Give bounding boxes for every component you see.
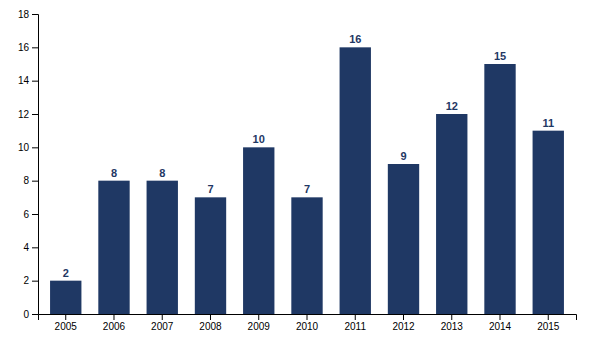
data-label: 7	[207, 183, 213, 195]
tick-label: 12	[18, 109, 30, 120]
bar	[195, 197, 226, 314]
tick-mark	[32, 214, 38, 215]
tick: 18	[18, 9, 38, 20]
bar	[291, 197, 322, 314]
tick-label: 2	[23, 275, 29, 286]
tick-label: 18	[18, 9, 30, 20]
y-axis: 0 2 4 6 8 10 12 14 16 18	[18, 9, 39, 320]
data-label: 7	[304, 183, 310, 195]
tick: 8	[23, 175, 38, 186]
bars	[50, 47, 564, 314]
tick-mark	[32, 314, 38, 315]
tick: 2009	[248, 314, 271, 332]
tick: 2015	[537, 314, 560, 332]
tick-label: 2010	[296, 321, 319, 332]
bar	[243, 147, 274, 314]
tick: 14	[18, 75, 38, 86]
tick-label: 2008	[199, 321, 222, 332]
x-axis: 2005 2006 2007 2008 2009 2010 2011 2012 2013 2014…	[39, 314, 577, 332]
tick: 4	[23, 242, 38, 253]
tick-label: 2007	[151, 321, 174, 332]
plot-area: 0246810121416182005200620072008200920102…	[18, 9, 577, 332]
tick-mark	[355, 314, 356, 320]
tick-label: 2009	[248, 321, 271, 332]
tick-label: 8	[23, 175, 29, 186]
tick-label: 0	[23, 309, 29, 320]
data-label: 2	[63, 267, 69, 279]
tick: 2014	[489, 314, 512, 332]
tick: 0	[23, 309, 38, 320]
tick-label: 2011	[344, 321, 366, 332]
tick-mark	[307, 314, 308, 320]
tick-mark	[32, 14, 38, 15]
tick-label: 16	[18, 42, 30, 53]
tick-mark	[65, 314, 66, 320]
tick-mark	[32, 114, 38, 115]
bar	[484, 64, 515, 314]
tick: 2010	[296, 314, 319, 332]
tick-mark	[32, 181, 38, 182]
tick: 2005	[55, 314, 78, 332]
bar	[533, 131, 564, 314]
bar	[147, 181, 178, 314]
tick-mark	[162, 314, 163, 320]
tick-mark	[500, 314, 501, 320]
tick: 2012	[392, 314, 415, 332]
data-label: 9	[400, 150, 406, 162]
data-label: 8	[159, 167, 165, 179]
tick-mark	[258, 314, 259, 320]
tick: 2	[23, 275, 38, 286]
data-label: 8	[111, 167, 117, 179]
bar	[340, 47, 371, 314]
tick-label: 10	[18, 142, 30, 153]
tick: 2013	[441, 314, 464, 332]
tick-mark	[113, 314, 114, 320]
tick-mark	[32, 281, 38, 282]
tick-label: 2005	[55, 321, 78, 332]
axis-line	[39, 315, 577, 321]
tick-mark	[32, 47, 38, 48]
tick: 2011	[344, 314, 366, 332]
bar	[98, 181, 129, 314]
axis-line	[32, 15, 39, 315]
tick-label: 2014	[489, 321, 512, 332]
tick: 2006	[103, 314, 126, 332]
bar	[436, 114, 467, 314]
tick-mark	[210, 314, 211, 320]
bar	[50, 281, 81, 314]
tick-label: 2015	[537, 321, 560, 332]
tick: 2007	[151, 314, 174, 332]
tick-mark	[32, 147, 38, 148]
data-label: 11	[542, 117, 554, 129]
data-label: 16	[349, 33, 361, 45]
tick-label: 2006	[103, 321, 126, 332]
data-label: 12	[446, 100, 458, 112]
tick-mark	[32, 247, 38, 248]
tick-label: 2013	[441, 321, 464, 332]
tick: 16	[18, 42, 38, 53]
tick: 6	[23, 209, 38, 220]
tick-mark	[403, 314, 404, 320]
chart: 0246810121416182005200620072008200920102…	[0, 0, 590, 344]
tick-mark	[548, 314, 549, 320]
tick: 12	[18, 109, 38, 120]
tick-mark	[32, 81, 38, 82]
tick-label: 2012	[392, 321, 415, 332]
tick-mark	[451, 314, 452, 320]
data-label: 15	[494, 50, 506, 62]
data-label: 10	[253, 133, 265, 145]
tick: 10	[18, 142, 38, 153]
tick-label: 14	[18, 75, 30, 86]
tick: 2008	[199, 314, 222, 332]
tick-label: 6	[23, 209, 29, 220]
data-labels: 2 8 8 7 10 7 16 9 12 15 11	[63, 33, 554, 278]
tick-label: 4	[23, 242, 29, 253]
bar	[388, 164, 419, 314]
